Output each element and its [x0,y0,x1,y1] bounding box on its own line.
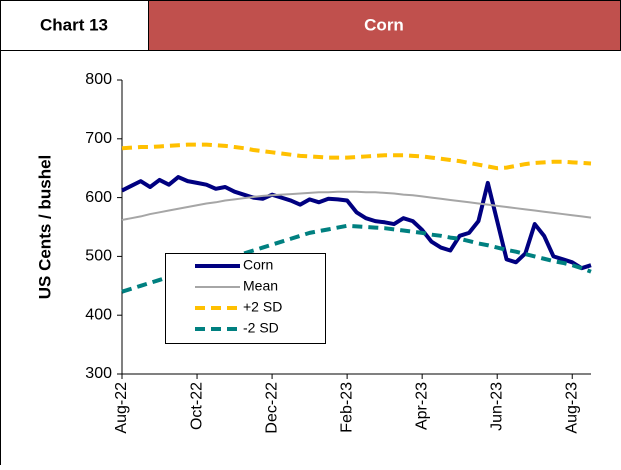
y-axis-label: US Cents / bushel [35,155,54,300]
y-tick-label: 800 [85,71,112,88]
y-tick-label: 300 [85,365,112,382]
title-cell [148,0,621,51]
y-tick-label: 500 [85,248,112,265]
legend-label: +2 SD [243,299,282,315]
x-tick-label: Oct-22 [188,382,205,430]
x-tick-label: Apr-23 [413,382,430,430]
chart-title: Corn [364,15,404,34]
y-tick-label: 400 [85,306,112,323]
series-line [121,175,592,271]
legend-label: Corn [243,257,273,273]
legend-box [165,253,326,344]
y-tick-label: 600 [85,189,112,206]
chart-label: Chart 13 [40,15,108,34]
series-line [121,190,592,221]
x-tick-label: Aug-23 [563,382,580,434]
x-tick-label: Dec-22 [263,382,280,434]
x-tick-label: Jun-23 [488,382,505,431]
legend-label: -2 SD [243,320,279,336]
series-line [121,142,592,171]
x-tick-label: Aug-22 [113,382,130,434]
legend-label: Mean [243,278,278,294]
y-tick-label: 700 [85,130,112,147]
x-tick-label: Feb-23 [338,382,355,433]
label-cell [0,0,149,51]
